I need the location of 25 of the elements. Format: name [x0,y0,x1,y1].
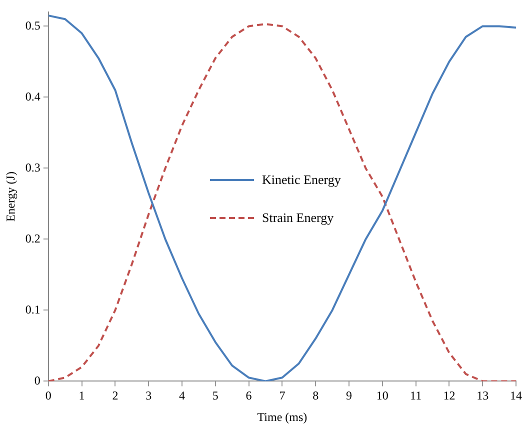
y-tick-label: 0 [34,373,40,388]
y-tick-label: 0.1 [25,302,40,316]
legend-label: Kinetic Energy [262,172,341,188]
x-tick-label: 1 [78,388,85,403]
x-tick-label: 10 [376,388,388,403]
x-tick-label: 8 [312,388,319,403]
x-tick-label: 13 [476,388,489,403]
y-tick-label: 0.2 [25,231,40,246]
y-tick-label: 0.5 [25,18,40,32]
x-tick-label: 12 [443,388,456,403]
legend-label: Strain Energy [262,210,334,226]
x-tick-label: 14 [510,388,522,403]
x-tick-label: 11 [410,388,422,403]
y-tick-label: 0.3 [25,160,40,174]
x-tick-label: 5 [212,388,218,403]
x-tick-label: 0 [45,388,52,403]
y-tick-label: 0.4 [25,89,40,104]
x-axis-title: Time (ms) [257,410,308,424]
x-tick-label: 2 [112,388,118,403]
x-tick-label: 7 [279,388,286,403]
y-axis-title: Energy (J) [3,172,18,222]
x-tick-label: 9 [346,388,352,403]
x-tick-label: 3 [146,388,152,403]
x-tick-label: 4 [179,388,185,403]
x-tick-label: 6 [246,388,252,403]
